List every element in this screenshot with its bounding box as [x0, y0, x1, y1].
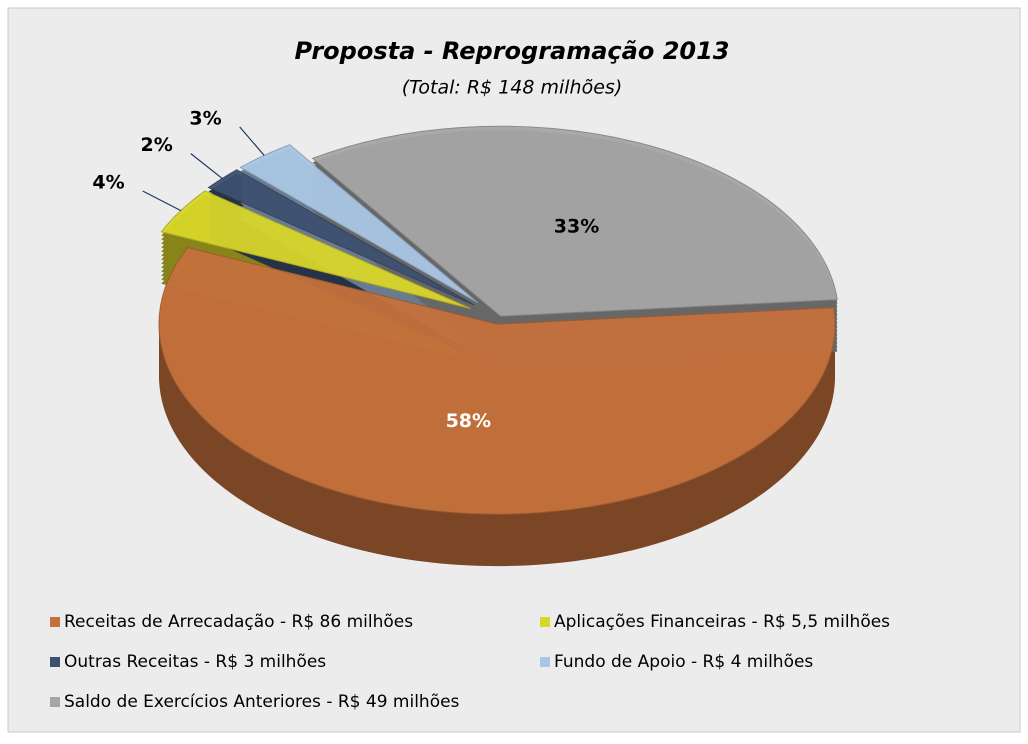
chart-subtitle: (Total: R$ 148 milhões) — [402, 77, 622, 99]
data-label: 3% — [189, 107, 221, 129]
data-label: 2% — [141, 134, 173, 156]
slice — [207, 169, 475, 306]
legend-label: Outras Receitas - R$ 3 milhões — [64, 652, 326, 672]
data-label: 33% — [554, 216, 599, 238]
slice — [160, 190, 471, 309]
leader-line — [239, 126, 265, 156]
legend-label: Aplicações Financeiras - R$ 5,5 milhões — [554, 612, 890, 632]
slice — [239, 144, 479, 304]
leader-line — [190, 153, 223, 179]
legend-swatch — [540, 617, 550, 627]
legend-label: Saldo de Exercícios Anteriores - R$ 49 m… — [64, 692, 460, 712]
legend-label: Receitas de Arrecadação - R$ 86 milhões — [64, 612, 413, 632]
leader-line — [142, 190, 182, 212]
legend-swatch — [540, 657, 550, 667]
legend-swatch — [50, 617, 60, 627]
slice — [311, 125, 838, 317]
legend-swatch — [50, 697, 60, 707]
data-label: 58% — [446, 410, 491, 432]
chart-title: Proposta - Reprogramação 2013 — [294, 37, 729, 65]
legend-swatch — [50, 657, 60, 667]
slice — [158, 246, 836, 515]
data-label: 4% — [92, 171, 124, 193]
legend-label: Fundo de Apoio - R$ 4 milhões — [554, 652, 813, 672]
